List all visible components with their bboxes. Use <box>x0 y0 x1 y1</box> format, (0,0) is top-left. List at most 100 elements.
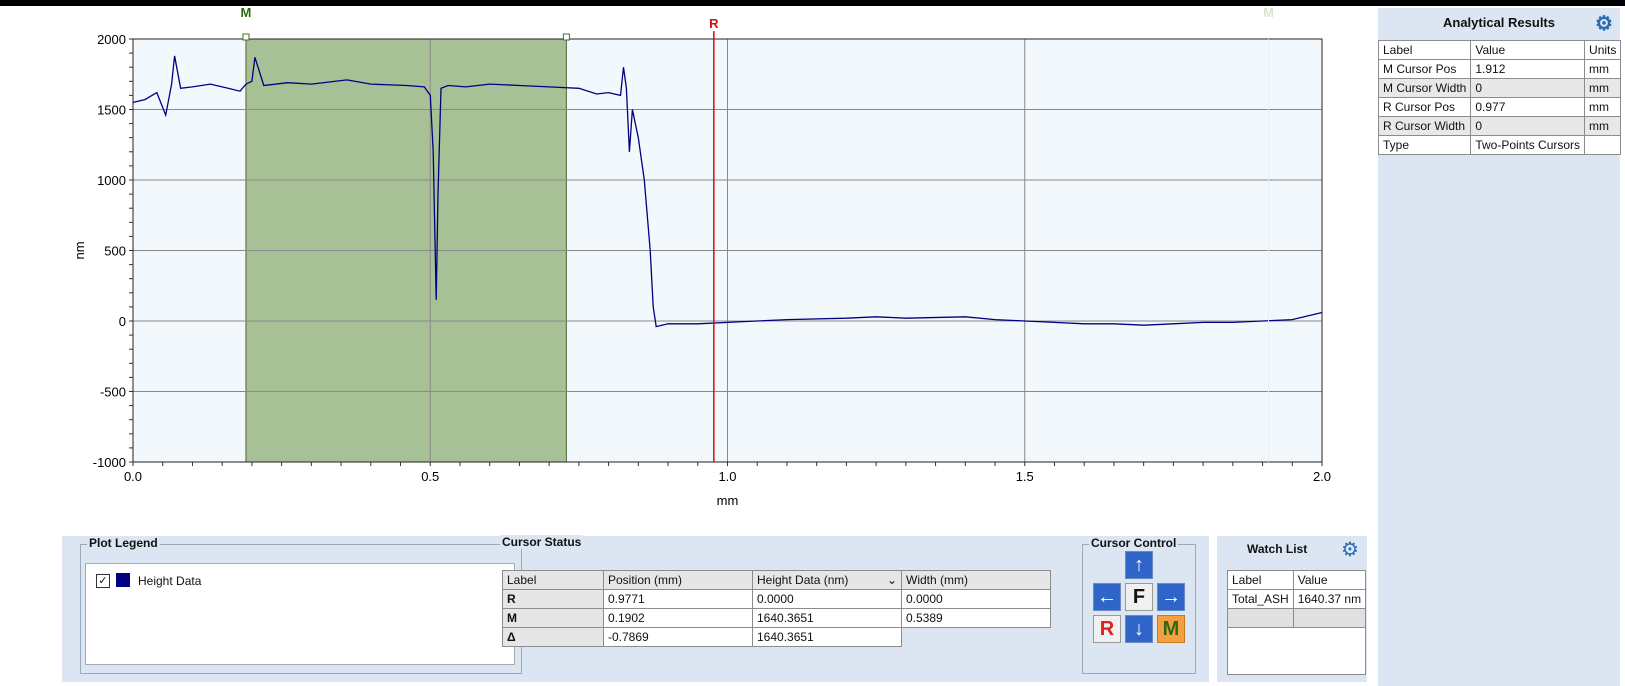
m-cursor-handle-left <box>242 33 250 41</box>
table-row[interactable]: M Cursor Pos 1.912 mm <box>1377 59 1622 79</box>
wl-cell: 1640.37 nm <box>1292 589 1367 609</box>
arrow-up-icon[interactable]: ↑ <box>1125 551 1153 579</box>
ar-cell: mm <box>1584 116 1622 136</box>
plot-legend-group: Plot Legend ✓ Height Data <box>80 536 522 674</box>
arrow-right-icon[interactable]: → <box>1157 583 1185 611</box>
cs-cell: Δ <box>502 627 604 647</box>
top-bar <box>0 0 1625 6</box>
series-line-height-data <box>132 55 1323 328</box>
x-tick-label: 1.5 <box>1016 469 1034 484</box>
ar-cell: 1.912 <box>1470 59 1586 79</box>
cs-header-label[interactable]: Label <box>502 570 604 590</box>
ar-cell: 0 <box>1470 116 1586 136</box>
cs-cell[interactable]: 0.0000 <box>901 589 1051 609</box>
cs-header-height[interactable]: Height Data (nm) ⌄ <box>752 570 902 590</box>
cs-cell[interactable]: 1640.3651 <box>752 608 902 628</box>
watch-list-title: Watch List <box>1247 542 1308 556</box>
cursor-status-table: Label Position (mm) Height Data (nm) ⌄ W… <box>502 570 1051 647</box>
cs-header-height-label: Height Data (nm) <box>757 573 849 587</box>
ar-cell: 0.977 <box>1470 97 1586 117</box>
arrow-left-icon[interactable]: ← <box>1093 583 1121 611</box>
sort-chevron-icon: ⌄ <box>886 573 897 587</box>
cs-header-width[interactable]: Width (mm) <box>901 570 1051 590</box>
cursor-control-title: Cursor Control <box>1089 536 1179 550</box>
wl-cell <box>1227 608 1294 628</box>
table-row[interactable] <box>1227 608 1367 628</box>
ar-cell: 0 <box>1470 78 1586 98</box>
x-tick-label: 1.0 <box>718 469 736 484</box>
arrow-down-icon[interactable]: ↓ <box>1125 615 1153 643</box>
x-axis-label: mm <box>717 493 739 508</box>
table-row[interactable]: R 0.9771 0.0000 0.0000 <box>502 589 1051 609</box>
legend-item-label: Height Data <box>138 574 202 588</box>
ar-header-units: Units <box>1584 40 1622 60</box>
m-cursor-ghost-label: M <box>1263 5 1274 20</box>
cursor-control-group: Cursor Control ↑ ← F → R ↓ M <box>1082 536 1196 674</box>
cs-cell[interactable]: 1640.3651 <box>752 627 902 647</box>
ar-cell: R Cursor Width <box>1377 116 1472 136</box>
y-tick-label: -1000 <box>93 455 126 470</box>
cs-cell[interactable]: 0.5389 <box>901 608 1051 628</box>
wl-header-label: Label <box>1227 570 1294 590</box>
focus-button[interactable]: F <box>1125 583 1153 611</box>
ar-cell: mm <box>1584 59 1622 79</box>
watch-list-panel: Watch List ⚙ Label Value Total_ASH 1640.… <box>1217 536 1367 682</box>
gear-icon[interactable]: ⚙ <box>1595 13 1613 35</box>
table-row[interactable]: R Cursor Pos 0.977 mm <box>1377 97 1622 117</box>
table-row[interactable]: Δ -0.7869 1640.3651 <box>502 627 1051 647</box>
x-tick-label: 0.0 <box>124 469 142 484</box>
ar-cell: M Cursor Width <box>1377 78 1472 98</box>
y-tick-label: 500 <box>104 244 126 259</box>
cursor-status-title: Cursor Status <box>500 535 584 549</box>
legend-box: ✓ Height Data <box>85 563 515 665</box>
y-tick-label: 2000 <box>97 32 126 47</box>
wl-empty <box>1226 627 1367 675</box>
cs-cell[interactable]: 0.0000 <box>752 589 902 609</box>
ar-cell: Two-Points Cursors <box>1470 135 1586 155</box>
ar-cell: mm <box>1584 97 1622 117</box>
y-tick-label: 1000 <box>97 173 126 188</box>
m-cursor-button[interactable]: M <box>1157 615 1185 643</box>
legend-swatch <box>116 573 130 587</box>
analytical-results-table: Label Value Units M Cursor Pos 1.912 mm M … <box>1377 40 1622 155</box>
y-tick-label: 1500 <box>97 103 126 118</box>
ar-cell: R Cursor Pos <box>1377 97 1472 117</box>
height-chart[interactable]: 0.0 0.5 1.0 1.5 2.0 2000 1500 1000 500 0 -500 -1000… <box>0 0 1370 520</box>
cs-cell[interactable]: 0.1902 <box>603 608 753 628</box>
plot-legend-title: Plot Legend <box>87 536 160 550</box>
ar-cell <box>1584 135 1622 155</box>
cs-cell: R <box>502 589 604 609</box>
y-tick-label: 0 <box>119 314 126 329</box>
analytical-results-header: Analytical Results ⚙ <box>1378 8 1620 38</box>
table-row[interactable]: Type Two-Points Cursors <box>1377 135 1622 155</box>
gear-icon[interactable]: ⚙ <box>1341 539 1359 561</box>
analytical-results-panel: Analytical Results ⚙ Label Value Units M… <box>1377 8 1622 686</box>
cs-cell[interactable]: -0.7869 <box>603 627 753 647</box>
ar-header-label: Label <box>1377 40 1472 60</box>
ar-header-value: Value <box>1470 40 1586 60</box>
table-row[interactable]: Total_ASH 1640.37 nm <box>1227 589 1367 609</box>
watch-list-table: Label Value Total_ASH 1640.37 nm <box>1226 570 1367 675</box>
y-tick-label: -500 <box>100 385 126 400</box>
ar-cell: M Cursor Pos <box>1377 59 1472 79</box>
bottom-panel: Plot Legend ✓ Height Data Cursor Status … <box>62 535 1209 682</box>
m-cursor-handle-right <box>562 33 570 41</box>
ar-cell: mm <box>1584 78 1622 98</box>
cs-cell: M <box>502 608 604 628</box>
m-cursor-label: M <box>241 5 252 20</box>
cursor-status-group: Cursor Status Label Position (mm) Height… <box>494 535 1060 672</box>
x-tick-label: 0.5 <box>421 469 439 484</box>
cs-header-position[interactable]: Position (mm) <box>603 570 753 590</box>
table-row[interactable]: M 0.1902 1640.3651 0.5389 <box>502 608 1051 628</box>
r-cursor-button[interactable]: R <box>1093 615 1121 643</box>
x-tick-label: 2.0 <box>1313 469 1331 484</box>
table-row[interactable]: M Cursor Width 0 mm <box>1377 78 1622 98</box>
cs-cell[interactable]: 0.9771 <box>603 589 753 609</box>
r-cursor-label: R <box>709 16 719 31</box>
ar-cell: Type <box>1377 135 1472 155</box>
y-axis-label: nm <box>72 241 87 259</box>
legend-checkbox[interactable]: ✓ <box>96 574 110 588</box>
wl-cell: Total_ASH <box>1227 589 1294 609</box>
table-row[interactable]: R Cursor Width 0 mm <box>1377 116 1622 136</box>
wl-header-value: Value <box>1292 570 1367 590</box>
